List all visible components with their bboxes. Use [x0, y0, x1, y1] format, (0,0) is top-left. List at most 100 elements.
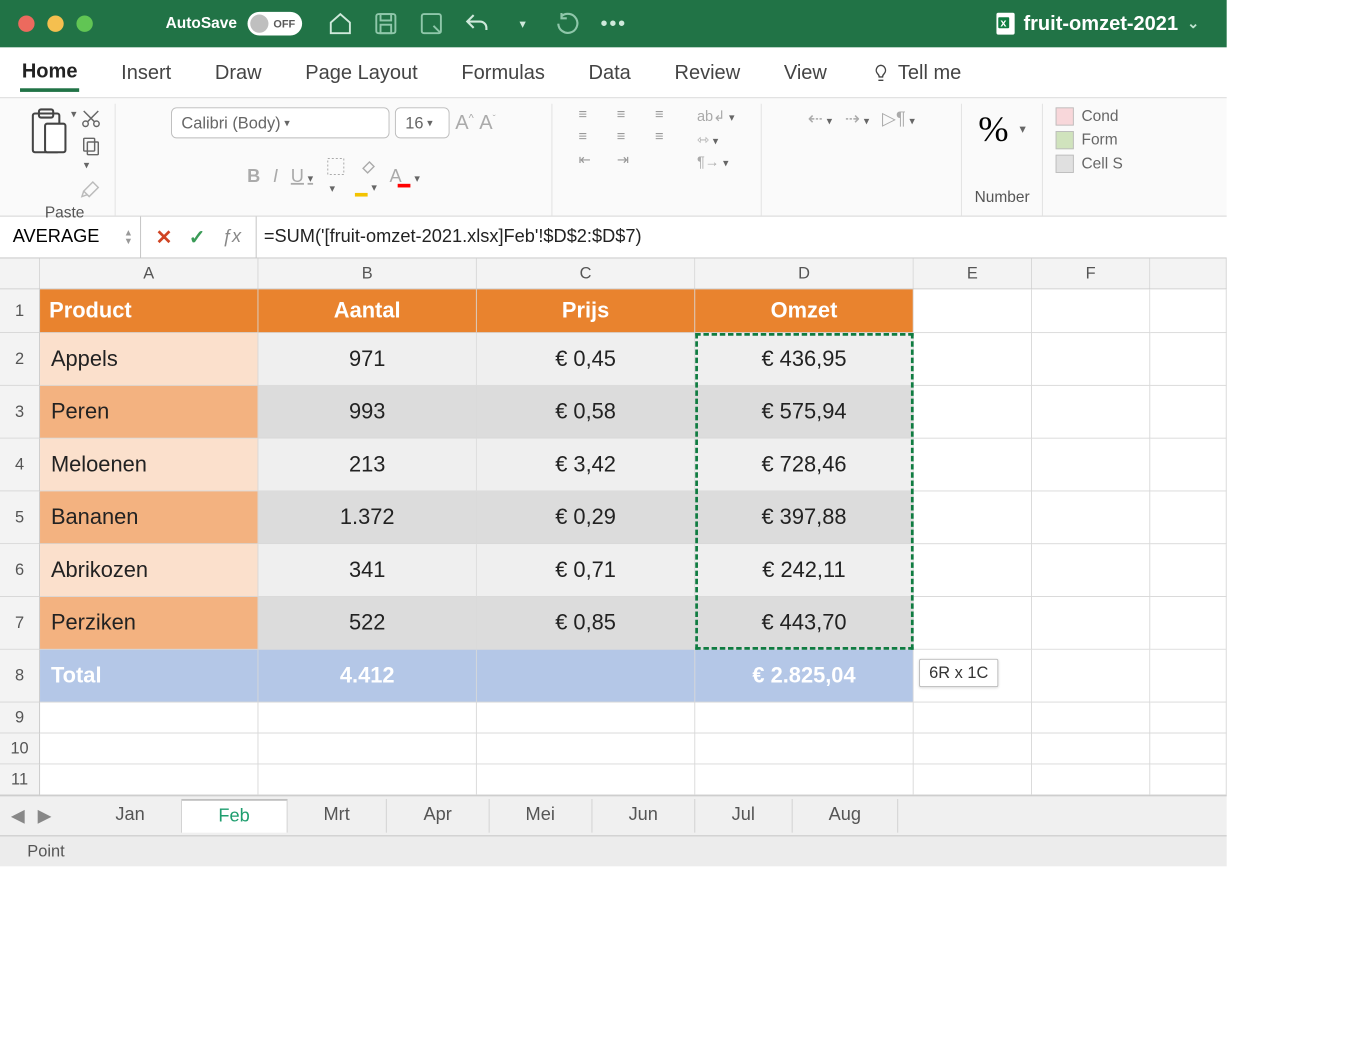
table-cell[interactable]: 341	[258, 544, 476, 597]
align-buttons[interactable]: ≡≡≡ ≡≡≡ ⇤⇥	[579, 107, 681, 169]
formula-input[interactable]	[256, 217, 1227, 258]
undo-icon[interactable]	[464, 11, 489, 36]
table-cell[interactable]: € 242,11	[695, 544, 913, 597]
namebox-stepper[interactable]: ▲▼	[124, 229, 133, 245]
col-header[interactable]: D	[695, 258, 913, 288]
table-cell[interactable]: € 575,94	[695, 386, 913, 439]
table-cell[interactable]: Appels	[40, 333, 258, 386]
tab-draw[interactable]: Draw	[213, 55, 263, 90]
table-cell[interactable]: 522	[258, 597, 476, 650]
save-as-icon[interactable]	[419, 11, 444, 36]
wrap-text-button[interactable]: ab↲	[697, 107, 735, 125]
save-icon[interactable]	[373, 11, 398, 36]
select-all-corner[interactable]	[0, 258, 40, 288]
table-cell[interactable]: Bananen	[40, 491, 258, 544]
prev-sheet-icon[interactable]: ◀	[11, 804, 25, 827]
underline-button[interactable]: U	[291, 167, 313, 188]
number-dropdown-icon[interactable]: ▾	[1020, 121, 1026, 136]
font-color-button[interactable]: A	[390, 167, 420, 188]
decrease-font-button[interactable]: Aˇ	[479, 111, 495, 135]
tab-insert[interactable]: Insert	[119, 55, 173, 90]
table-cell[interactable]: € 397,88	[695, 491, 913, 544]
col-header[interactable]: C	[477, 258, 695, 288]
tab-page-layout[interactable]: Page Layout	[303, 55, 419, 90]
font-name-select[interactable]: Calibri (Body)	[171, 107, 389, 138]
sheet-tab[interactable]: Feb	[182, 799, 287, 833]
col-header[interactable]: E	[914, 258, 1032, 288]
chevron-down-icon[interactable]: ⌄	[1187, 15, 1199, 33]
orientation-button[interactable]: ¶→	[697, 155, 735, 171]
table-cell[interactable]: € 0,71	[477, 544, 695, 597]
table-total-cell[interactable]: Total	[40, 650, 258, 703]
insert-function-button[interactable]: ƒx	[222, 227, 241, 248]
autosave-toggle[interactable]: AutoSave OFF	[166, 12, 303, 36]
increase-font-button[interactable]: A^	[455, 111, 473, 135]
italic-button[interactable]: I	[273, 167, 278, 188]
table-header-cell[interactable]: Prijs	[477, 289, 695, 333]
tab-home[interactable]: Home	[20, 53, 79, 91]
cancel-formula-button[interactable]: ✕	[156, 225, 173, 249]
sheet-nav[interactable]: ◀▶	[11, 804, 52, 827]
row-header[interactable]: 2	[0, 333, 40, 386]
table-cell[interactable]: Perziken	[40, 597, 258, 650]
more-icon[interactable]: •••	[601, 11, 626, 36]
column-headers[interactable]: A B C D E F	[0, 258, 1227, 289]
copy-button[interactable]	[80, 135, 102, 173]
redo-icon[interactable]	[555, 11, 580, 36]
conditional-formatting-button[interactable]: Cond	[1056, 107, 1123, 125]
autosave-switch[interactable]: OFF	[248, 12, 303, 36]
row-header[interactable]: 3	[0, 386, 40, 439]
table-cell[interactable]: € 3,42	[477, 439, 695, 492]
col-header[interactable]	[1150, 258, 1226, 288]
col-header[interactable]: B	[258, 258, 476, 288]
table-cell[interactable]: 213	[258, 439, 476, 492]
undo-dropdown-icon[interactable]: ▾	[510, 11, 535, 36]
document-title[interactable]: fruit-omzet-2021 ⌄	[996, 12, 1199, 36]
table-header-cell[interactable]: Product	[40, 289, 258, 333]
zoom-window-button[interactable]	[76, 15, 92, 31]
table-cell[interactable]: Abrikozen	[40, 544, 258, 597]
table-cell[interactable]: € 0,29	[477, 491, 695, 544]
worksheet-grid[interactable]: A B C D E F 1 Product Aantal Prijs Omzet…	[0, 258, 1227, 795]
col-header[interactable]: A	[40, 258, 258, 288]
sheet-tab[interactable]: Jan	[79, 799, 182, 833]
increase-indent-button[interactable]: ⇢	[845, 107, 869, 130]
show-paragraph-button[interactable]: ▷¶	[882, 107, 915, 130]
table-header-cell[interactable]: Omzet	[695, 289, 913, 333]
sheet-tab[interactable]: Aug	[792, 799, 898, 833]
font-size-select[interactable]: 16	[395, 107, 450, 138]
cell-styles-button[interactable]: Cell S	[1056, 155, 1123, 173]
table-cell[interactable]: Meloenen	[40, 439, 258, 492]
table-total-cell[interactable]	[477, 650, 695, 703]
row-header[interactable]: 4	[0, 439, 40, 492]
decrease-indent-button[interactable]: ⇠	[808, 107, 832, 130]
accept-formula-button[interactable]: ✓	[189, 225, 206, 249]
table-cell[interactable]: 993	[258, 386, 476, 439]
tell-me-search[interactable]: Tell me	[869, 55, 963, 90]
table-cell[interactable]: 1.372	[258, 491, 476, 544]
row-header[interactable]: 10	[0, 733, 40, 764]
format-painter-button[interactable]	[80, 178, 102, 200]
table-total-cell[interactable]: 4.412	[258, 650, 476, 703]
table-header-cell[interactable]: Aantal	[258, 289, 476, 333]
tab-review[interactable]: Review	[673, 55, 742, 90]
sheet-tab[interactable]: Mei	[489, 799, 592, 833]
close-window-button[interactable]	[18, 15, 34, 31]
table-cell[interactable]: € 728,46	[695, 439, 913, 492]
sheet-tab[interactable]: Jul	[695, 799, 792, 833]
table-cell[interactable]: € 0,45	[477, 333, 695, 386]
paste-button[interactable]: ▾	[27, 107, 71, 158]
cut-button[interactable]	[80, 107, 102, 129]
col-header[interactable]: F	[1032, 258, 1150, 288]
sheet-tab[interactable]: Apr	[387, 799, 489, 833]
merge-button[interactable]: ⇿	[697, 131, 735, 149]
table-cell[interactable]: 971	[258, 333, 476, 386]
home-icon[interactable]	[328, 11, 353, 36]
row-header[interactable]: 7	[0, 597, 40, 650]
table-cell[interactable]: € 0,85	[477, 597, 695, 650]
table-cell[interactable]: € 0,58	[477, 386, 695, 439]
format-as-table-button[interactable]: Form	[1056, 131, 1123, 149]
minimize-window-button[interactable]	[47, 15, 63, 31]
row-header[interactable]: 9	[0, 703, 40, 734]
sheet-tab[interactable]: Jun	[592, 799, 695, 833]
